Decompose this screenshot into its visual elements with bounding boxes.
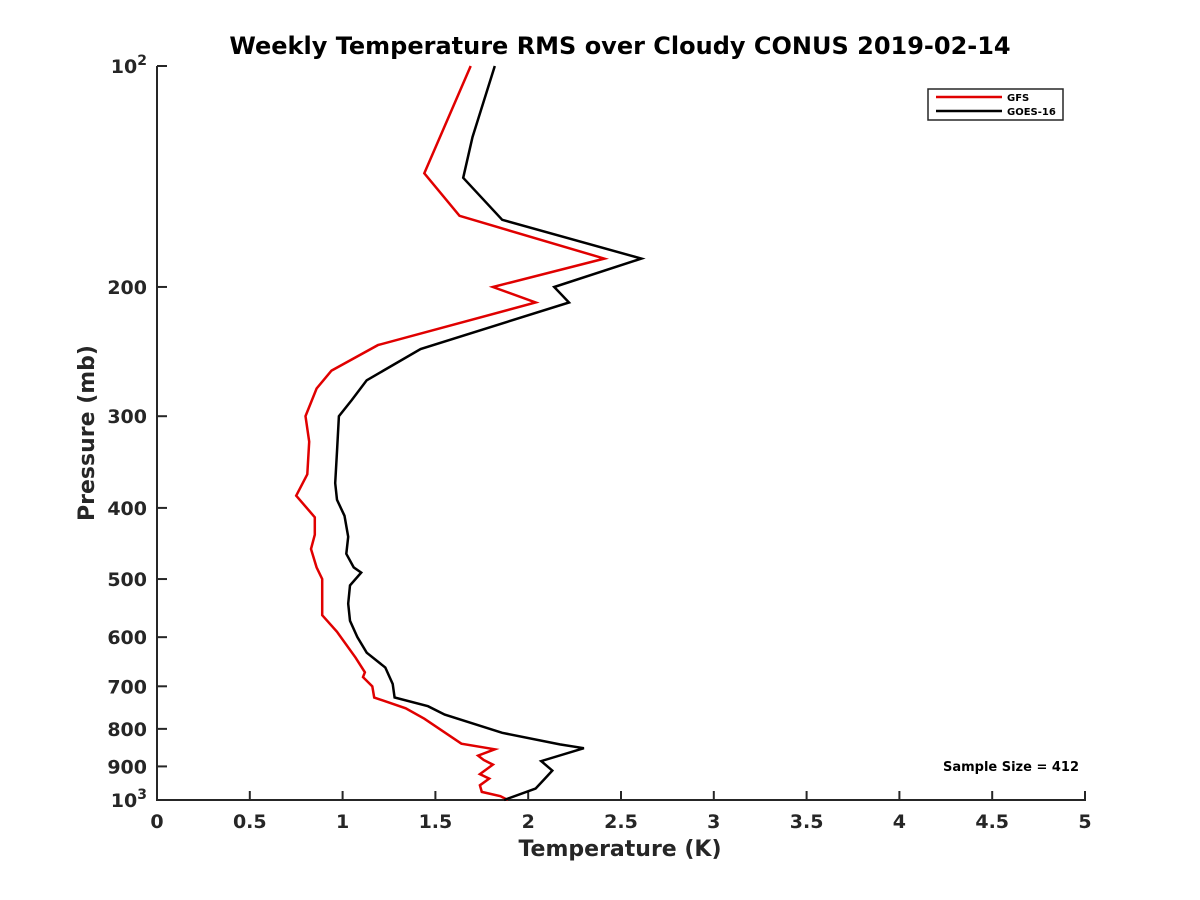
y-tick-label: 200 [107,277,147,299]
y-tick-label: 300 [107,406,147,428]
x-tick-label: 5 [1078,811,1091,833]
x-axis-ticks: 0 0.5 1 1.5 2 2.5 3 3.5 4 4.5 5 [150,791,1092,833]
y-axis-label: Pressure (mb) [75,345,100,521]
legend-label-gfs: GFS [1007,93,1029,104]
x-tick-label: 1.5 [419,811,453,833]
x-tick-label: 1 [336,811,349,833]
y-tick-label: 102 [111,53,147,78]
x-tick-label: 2 [522,811,535,833]
y-tick-label: 500 [107,569,147,591]
y-tick-label: 600 [107,627,147,649]
legend: GFS GOES-16 [927,88,1064,121]
x-axis-label: Temperature (K) [518,837,721,862]
series-line-goes16 [333,65,646,802]
y-axis-ticks: 102 200 300 400 500 600 700 800 900 103 [107,53,167,812]
sample-size-annotation: Sample Size = 412 [943,760,1079,775]
y-tick-label: 700 [107,676,147,698]
legend-label-goes16: GOES-16 [1007,107,1056,118]
x-tick-label: 4.5 [975,811,1009,833]
y-tick-label: 103 [111,787,147,812]
x-tick-label: 0 [150,811,163,833]
series-layer [294,65,646,802]
x-tick-label: 3.5 [790,811,824,833]
y-tick-label: 800 [107,719,147,741]
legend-box [927,88,1064,121]
y-tick-label: 900 [107,756,147,778]
y-tick-label: 400 [107,498,147,520]
chart-title: Weekly Temperature RMS over Cloudy CONUS… [229,32,1010,60]
x-tick-label: 2.5 [604,811,638,833]
x-tick-label: 3 [707,811,720,833]
series-line-gfs [294,65,610,802]
x-tick-label: 4 [893,811,906,833]
x-tick-label: 0.5 [233,811,267,833]
